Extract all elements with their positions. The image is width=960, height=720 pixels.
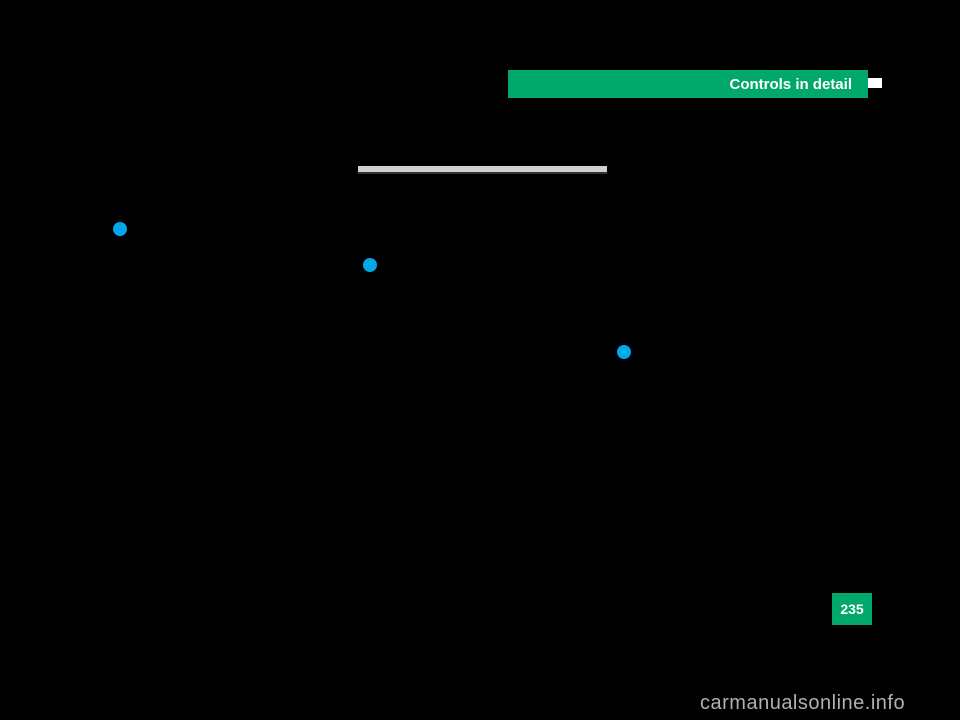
page-number-value: 235 [840, 601, 863, 617]
page-container: Controls in detail 235 carmanualsonline.… [0, 0, 960, 720]
bullet-icon [363, 258, 377, 272]
bullet-icon [113, 222, 127, 236]
section-header-title: Controls in detail [729, 76, 852, 93]
watermark-label: carmanualsonline.info [700, 692, 905, 714]
page-number-badge: 235 [832, 593, 872, 625]
section-header-tab: Controls in detail [508, 70, 868, 98]
section-header-edge [868, 78, 882, 88]
watermark-text: carmanualsonline.info [700, 692, 905, 715]
bullet-icon [617, 345, 631, 359]
divider-bottom [358, 172, 607, 174]
